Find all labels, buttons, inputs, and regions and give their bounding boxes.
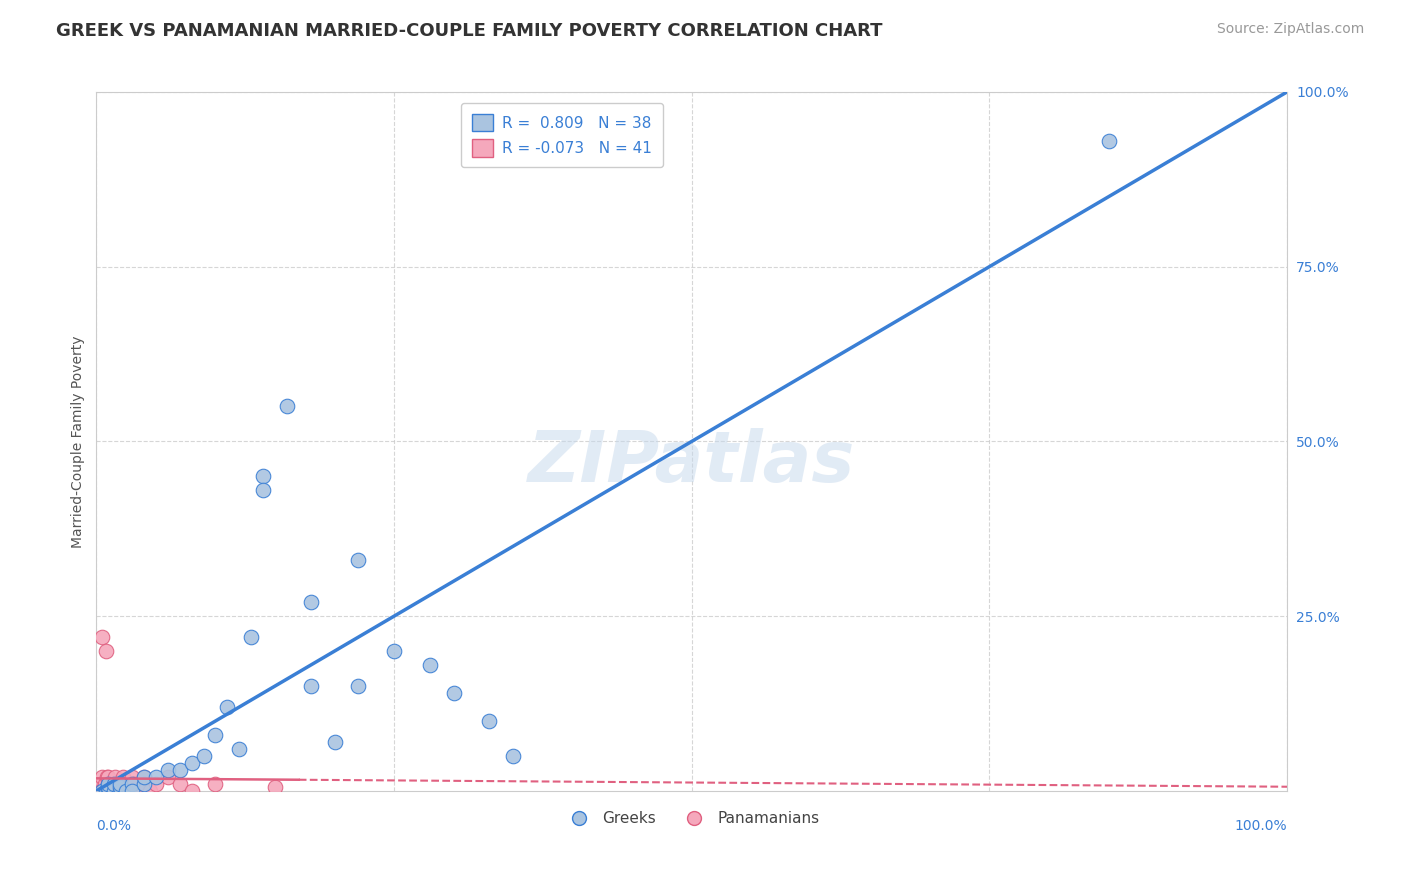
- Point: [478, 714, 501, 728]
- Point: [97, 770, 120, 784]
- Point: [443, 686, 465, 700]
- Text: Source: ZipAtlas.com: Source: ZipAtlas.com: [1216, 22, 1364, 37]
- Point: [91, 770, 114, 784]
- Point: [103, 784, 125, 798]
- Point: [156, 770, 179, 784]
- Point: [104, 770, 127, 784]
- Point: [96, 770, 118, 784]
- Point: [108, 784, 131, 798]
- Point: [115, 777, 138, 791]
- Point: [132, 770, 155, 784]
- Point: [502, 749, 524, 764]
- Point: [132, 777, 155, 791]
- Point: [121, 784, 143, 798]
- Point: [139, 784, 162, 798]
- Point: [97, 784, 120, 798]
- Point: [1097, 134, 1119, 148]
- Point: [264, 780, 287, 795]
- Point: [252, 469, 274, 483]
- Point: [101, 784, 124, 798]
- Point: [382, 644, 405, 658]
- Text: 0.0%: 0.0%: [97, 819, 131, 833]
- Point: [103, 777, 125, 791]
- Point: [93, 784, 115, 798]
- Point: [87, 784, 110, 798]
- Point: [240, 630, 263, 644]
- Point: [94, 784, 117, 798]
- Text: 100.0%: 100.0%: [1234, 819, 1286, 833]
- Point: [323, 735, 346, 749]
- Point: [91, 630, 114, 644]
- Point: [193, 749, 215, 764]
- Point: [118, 777, 141, 791]
- Point: [94, 644, 117, 658]
- Point: [97, 777, 120, 791]
- Point: [97, 777, 120, 791]
- Point: [169, 777, 191, 791]
- Point: [108, 780, 131, 795]
- Point: [217, 700, 239, 714]
- Y-axis label: Married-Couple Family Poverty: Married-Couple Family Poverty: [72, 335, 86, 548]
- Point: [145, 770, 167, 784]
- Point: [90, 784, 112, 798]
- Point: [93, 777, 115, 791]
- Point: [252, 483, 274, 498]
- Point: [124, 777, 146, 791]
- Point: [299, 679, 322, 693]
- Point: [121, 784, 143, 798]
- Point: [347, 553, 370, 567]
- Point: [97, 784, 120, 798]
- Point: [107, 777, 129, 791]
- Point: [276, 400, 298, 414]
- Point: [204, 728, 226, 742]
- Point: [156, 763, 179, 777]
- Point: [111, 770, 134, 784]
- Point: [347, 679, 370, 693]
- Point: [204, 777, 226, 791]
- Point: [132, 777, 155, 791]
- Point: [115, 784, 138, 798]
- Point: [101, 777, 124, 791]
- Point: [132, 770, 155, 784]
- Point: [91, 784, 114, 798]
- Point: [108, 784, 131, 798]
- Point: [105, 784, 128, 798]
- Text: ZIPatlas: ZIPatlas: [529, 428, 855, 497]
- Point: [121, 770, 143, 784]
- Point: [97, 780, 120, 795]
- Point: [169, 763, 191, 777]
- Point: [299, 595, 322, 609]
- Point: [180, 784, 202, 798]
- Point: [145, 777, 167, 791]
- Point: [121, 777, 143, 791]
- Point: [97, 784, 120, 798]
- Point: [108, 777, 131, 791]
- Point: [94, 784, 117, 798]
- Legend: Greeks, Panamanians: Greeks, Panamanians: [558, 805, 825, 832]
- Point: [100, 784, 122, 798]
- Point: [103, 777, 125, 791]
- Point: [127, 784, 149, 798]
- Point: [180, 756, 202, 770]
- Point: [108, 777, 131, 791]
- Text: GREEK VS PANAMANIAN MARRIED-COUPLE FAMILY POVERTY CORRELATION CHART: GREEK VS PANAMANIAN MARRIED-COUPLE FAMIL…: [56, 22, 883, 40]
- Point: [228, 742, 250, 756]
- Point: [89, 777, 111, 791]
- Point: [115, 784, 138, 798]
- Point: [91, 784, 114, 798]
- Point: [419, 658, 441, 673]
